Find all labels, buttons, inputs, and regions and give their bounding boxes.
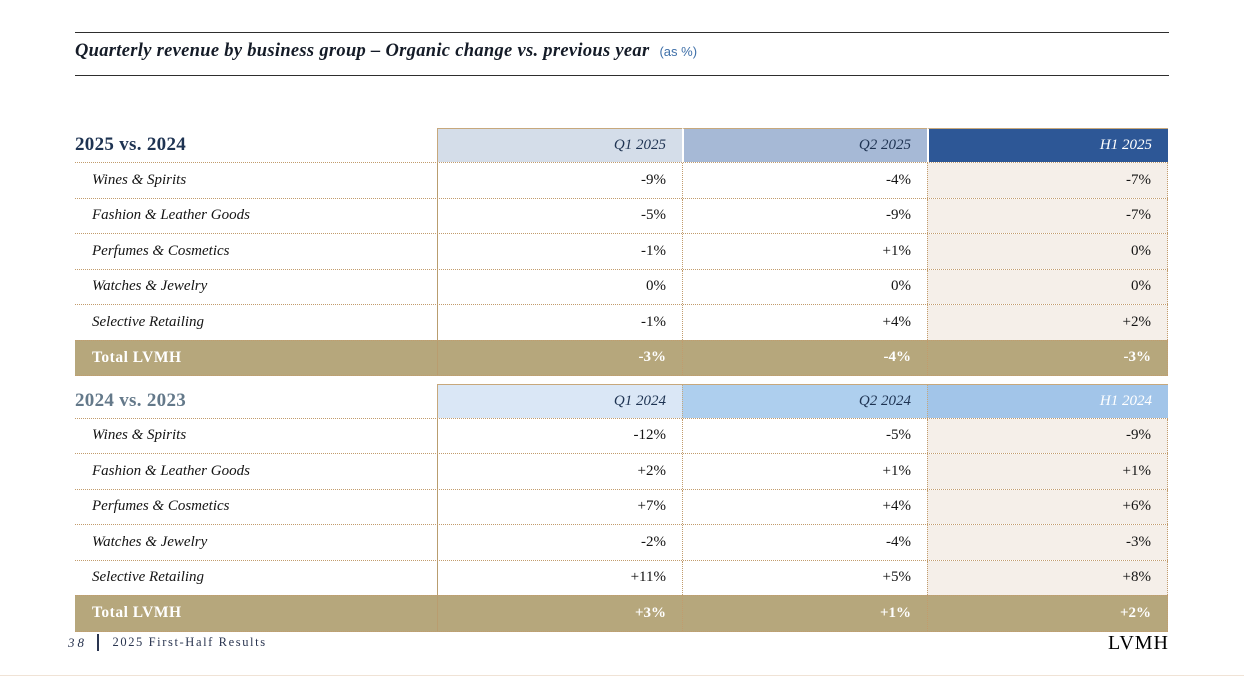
row-label: Fashion & Leather Goods	[92, 207, 250, 224]
row-label: Perfumes & Cosmetics	[92, 498, 230, 515]
column-header-h1-2025: H1 2025	[927, 128, 1168, 162]
row-label: Wines & Spirits	[92, 171, 187, 188]
column-header-q1-2024: Q1 2024	[437, 383, 682, 418]
cell-value: +5%	[682, 560, 927, 595]
section-label-2024-vs-2023: 2024 vs. 2023	[75, 389, 187, 411]
cell-value: 0%	[437, 269, 682, 304]
table-total-row: Total LVMH +3% +1% +2%	[75, 595, 1168, 632]
row-label: Perfumes & Cosmetics	[92, 242, 230, 259]
table-row: Watches & Jewelry 0% 0% 0%	[75, 268, 1168, 304]
table-row: Watches & Jewelry -2% -4% -3%	[75, 524, 1168, 560]
bottom-edge-rule	[0, 675, 1244, 676]
table-row: Wines & Spirits -12% -5% -9%	[75, 417, 1168, 453]
table-2024-vs-2023: 2024 vs. 2023 Q1 2024 Q2 2024 H1 2024 Wi…	[75, 383, 1168, 632]
cell-value: -3%	[437, 340, 682, 375]
row-label: Watches & Jewelry	[92, 533, 208, 550]
deck-title: 2025 First-Half Results	[112, 635, 267, 649]
cell-value: +2%	[927, 305, 1168, 340]
table-row: Wines & Spirits -9% -4% -7%	[75, 162, 1168, 198]
total-row-label: Total LVMH	[92, 604, 182, 622]
cell-value: +1%	[682, 596, 927, 631]
cell-value: 0%	[682, 269, 927, 304]
total-row-label: Total LVMH	[92, 348, 182, 366]
cell-value: +4%	[682, 305, 927, 340]
cell-value: +8%	[927, 560, 1168, 595]
cell-value: -12%	[437, 418, 682, 453]
cell-value: +11%	[437, 560, 682, 595]
cell-value: +2%	[437, 454, 682, 489]
cell-value: -3%	[927, 525, 1168, 560]
table-row: Selective Retailing +11% +5% +8%	[75, 559, 1168, 595]
cell-value: +2%	[927, 596, 1168, 631]
cell-value: 0%	[927, 234, 1168, 269]
cell-value: -1%	[437, 305, 682, 340]
cell-value: 0%	[927, 269, 1168, 304]
column-header-q1-2025: Q1 2025	[437, 128, 682, 162]
slide-title: Quarterly revenue by business group – Or…	[75, 41, 1169, 62]
cell-value: -9%	[682, 198, 927, 233]
table-row: Perfumes & Cosmetics -1% +1% 0%	[75, 233, 1168, 269]
cell-value: +6%	[927, 489, 1168, 524]
column-header-h1-2024: H1 2024	[927, 383, 1168, 418]
cell-value: -7%	[927, 198, 1168, 233]
row-label: Selective Retailing	[92, 569, 205, 586]
cell-value: -9%	[927, 418, 1168, 453]
cell-value: -5%	[437, 198, 682, 233]
cell-value: -5%	[682, 418, 927, 453]
cell-value: -4%	[682, 340, 927, 375]
row-label: Watches & Jewelry	[92, 278, 208, 295]
tables-container: 2025 vs. 2024 Q1 2025 Q2 2025 H1 2025 Wi…	[75, 128, 1168, 632]
table-row: Fashion & Leather Goods +2% +1% +1%	[75, 453, 1168, 489]
footer: 38 2025 First-Half Results	[68, 634, 267, 651]
cell-value: +1%	[682, 234, 927, 269]
cell-value: -1%	[437, 234, 682, 269]
column-header-q2-2024: Q2 2024	[682, 383, 927, 418]
row-label: Selective Retailing	[92, 313, 205, 330]
top-rule	[75, 32, 1169, 33]
table-row: Selective Retailing -1% +4% +2%	[75, 304, 1168, 340]
cell-value: -4%	[682, 163, 927, 198]
title-underline-rule	[75, 75, 1169, 76]
cell-value: +3%	[437, 596, 682, 631]
footer-divider	[97, 634, 99, 651]
page-number: 38	[68, 634, 87, 650]
column-header-q2-2025: Q2 2025	[682, 128, 927, 162]
page-title: Quarterly revenue by business group – Or…	[75, 41, 650, 61]
cell-value: +4%	[682, 489, 927, 524]
table-total-row: Total LVMH -3% -4% -3%	[75, 339, 1168, 376]
row-label: Wines & Spirits	[92, 427, 187, 444]
table-header-row: 2025 vs. 2024 Q1 2025 Q2 2025 H1 2025	[75, 128, 1168, 162]
cell-value: -3%	[927, 340, 1168, 375]
cell-value: -4%	[682, 525, 927, 560]
cell-value: -9%	[437, 163, 682, 198]
section-label-2025-vs-2024: 2025 vs. 2024	[75, 134, 187, 155]
cell-value: -2%	[437, 525, 682, 560]
cell-value: -7%	[927, 163, 1168, 198]
table-2025-vs-2024: 2025 vs. 2024 Q1 2025 Q2 2025 H1 2025 Wi…	[75, 128, 1168, 376]
lvmh-logo: LVMH	[1107, 632, 1169, 654]
page-title-suffix: (as %)	[659, 44, 698, 59]
cell-value: +1%	[682, 454, 927, 489]
table-row: Fashion & Leather Goods -5% -9% -7%	[75, 197, 1168, 233]
row-label: Fashion & Leather Goods	[92, 462, 250, 479]
cell-value: +7%	[437, 489, 682, 524]
table-header-row: 2024 vs. 2023 Q1 2024 Q2 2024 H1 2024	[75, 383, 1168, 418]
table-row: Perfumes & Cosmetics +7% +4% +6%	[75, 488, 1168, 524]
cell-value: +1%	[927, 454, 1168, 489]
